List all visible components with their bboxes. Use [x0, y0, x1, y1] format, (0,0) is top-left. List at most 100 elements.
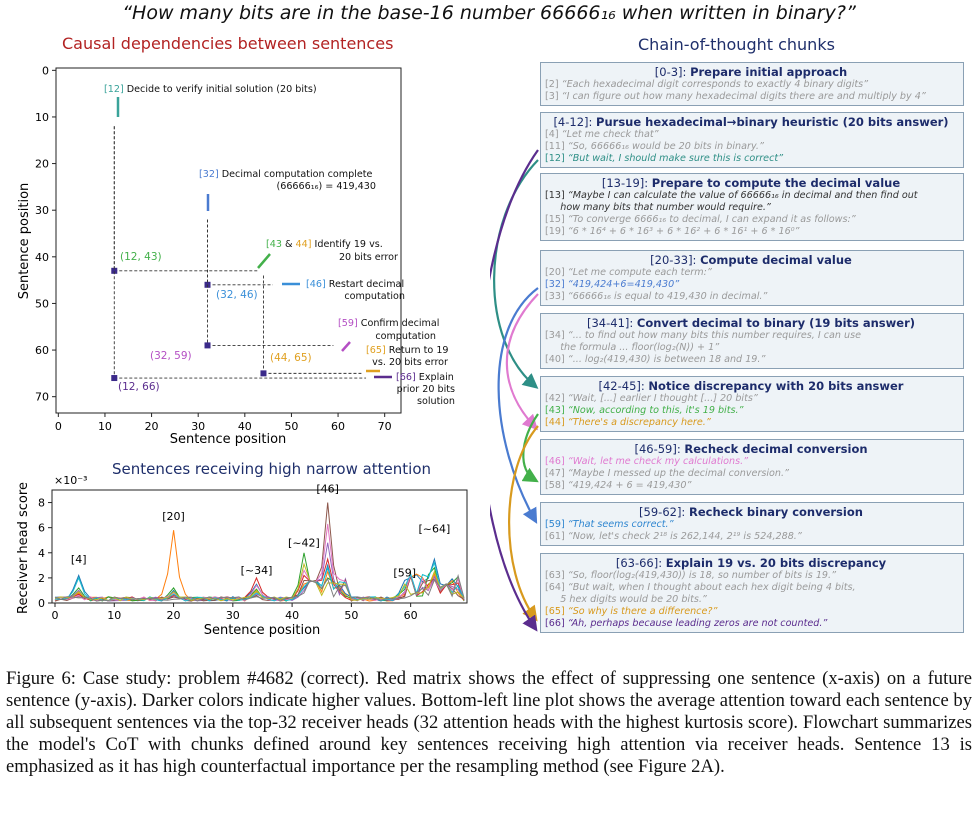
cot-chunk-title: Notice discrepancy with 20 bits answer — [648, 379, 904, 393]
arrow-43 — [257, 253, 271, 269]
attention-xlabel: Sentence position — [204, 623, 321, 638]
matrix-frame — [55, 67, 402, 414]
matrix-pair-label: (12, 66) — [118, 381, 160, 393]
matrix-pair-label: (12, 43) — [120, 251, 162, 263]
attention-xtick-label: 30 — [226, 609, 240, 622]
matrix-annotation-text: (66666₁₆) = 419,430 — [276, 181, 376, 192]
cot-chunk-title: Convert decimal to binary (19 bits answe… — [636, 316, 916, 330]
cot-chunk-range: [42-45]: — [598, 379, 649, 393]
matrix-pair-label: (32, 59) — [150, 350, 192, 362]
cot-chunk-header: [46-59]: Recheck decimal conversion — [545, 442, 957, 456]
attention-lines — [54, 502, 465, 602]
cot-chunk-range: [59-62]: — [639, 505, 689, 519]
cot-sentence: [20] “Let me compute each term:” — [545, 267, 712, 278]
matrix-ytick-label: 50 — [35, 297, 49, 310]
cot-sentence: [40] “... log₂(419,430) is between 18 an… — [545, 354, 766, 365]
attention-peak-labels: [4] [20] [~34] [~42] [46] [59] [~64] — [71, 483, 450, 580]
matrix-annotation-text: [46] Restart decimal — [306, 279, 404, 290]
cot-chunk-title: Prepare to compute the decimal value — [651, 176, 901, 190]
matrix-highlight-cell — [111, 375, 118, 382]
question-title: “How many bits are in the base-16 number… — [122, 2, 856, 24]
cot-sentence: the formula ... floor(log₂(N)) + 1” — [560, 342, 720, 353]
cot-flow-arrow — [521, 413, 539, 483]
cot-chunk: [34-41]: Convert decimal to binary (19 b… — [540, 313, 964, 369]
matrix-pair-label: (44, 65) — [270, 352, 312, 364]
dependency-matrix-chart: 0 10 20 30 40 50 60 70 0 10 20 30 40 50 60 70 Sentence … — [17, 64, 455, 447]
cot-flow-arrow — [490, 149, 539, 632]
cot-flow-arrow — [505, 293, 539, 431]
cot-chunk-title: Recheck binary conversion — [688, 505, 863, 519]
attention-xtick-label: 40 — [285, 609, 299, 622]
matrix-annotation-text: computation — [344, 291, 405, 302]
matrix-highlight-cell — [111, 267, 118, 274]
matrix-ytick-label: 40 — [35, 251, 49, 264]
cot-chunk-range: [0-3]: — [654, 65, 691, 79]
cot-sentence: [43] “Now, according to this, it's 19 bi… — [545, 405, 744, 416]
cot-sentence: [13] “Maybe I can calculate the value of… — [545, 190, 918, 201]
matrix-ytick-label: 20 — [35, 158, 49, 171]
cot-sentence: [12] “But wait, I should make sure this … — [545, 153, 784, 164]
matrix-annotation-text: prior 20 bits — [397, 384, 455, 395]
cot-sentence: [65] “So why is there a difference?” — [545, 606, 718, 617]
attention-multiplier: ×10⁻³ — [54, 474, 87, 487]
matrix-xtick-label: 60 — [331, 420, 345, 433]
matrix-xtick-label: 0 — [55, 420, 62, 433]
cot-chunk: [59-62]: Recheck binary conversion [59] “… — [540, 502, 964, 546]
cot-sentence: [64] “But wait, when I thought about eac… — [545, 582, 856, 593]
matrix-annotation-text: solution — [417, 396, 455, 407]
matrix-annotation-text: vs. 20 bits error — [372, 357, 448, 368]
attention-ytick-label: 8 — [38, 497, 45, 510]
cot-sentence: how many bits that number would require.… — [560, 202, 771, 213]
attention-peak-label: [4] — [71, 553, 87, 566]
cot-sentence: [59] “That seems correct.” — [545, 519, 674, 530]
cot-chunk-header: [59-62]: Recheck binary conversion — [545, 505, 957, 519]
cot-chunk-range: [20-33]: — [650, 253, 701, 267]
attention-xtick-label: 20 — [167, 609, 181, 622]
matrix-ytick-label: 10 — [35, 111, 49, 124]
attention-xtick-label: 50 — [344, 609, 358, 622]
cot-panel-title: Chain-of-thought chunks — [638, 35, 835, 54]
cot-arrows — [490, 149, 539, 632]
cot-chunk: [63-66]: Explain 19 vs. 20 bits discrepa… — [540, 553, 964, 633]
cot-sentence: [66] “Ah, perhaps because leading zeros … — [545, 618, 828, 629]
matrix-annotation-text: [32] Decimal computation complete — [199, 169, 373, 180]
cot-sentence: [34] “... to find out how many bits this… — [545, 330, 862, 341]
attention-peak-label: [~34] — [241, 564, 273, 577]
attention-ytick-label: 4 — [38, 547, 45, 560]
arrow-59 — [341, 341, 351, 352]
matrix-xtick-label: 20 — [145, 420, 159, 433]
cot-sentence: [3] “I can figure out how many hexadecim… — [545, 91, 926, 102]
attention-ytick-label: 2 — [38, 572, 45, 585]
matrix-xtick-label: 50 — [284, 420, 298, 433]
matrix-annotations: [12] Decide to verify initial solution (… — [104, 84, 455, 407]
matrix-highlight-cell — [204, 342, 211, 349]
attention-panel-title: Sentences receiving high narrow attentio… — [112, 460, 432, 478]
matrix-xtick-label: 30 — [191, 420, 205, 433]
cot-flow-arrow — [497, 287, 539, 524]
matrix-xtick-label: 70 — [378, 420, 392, 433]
cot-sentence: [47] “Maybe I messed up the decimal conv… — [545, 468, 790, 479]
matrix-annotation-text: computation — [375, 331, 436, 342]
cot-chunk-title: Recheck decimal conversion — [684, 442, 868, 456]
cot-chunk: [4-12]: Pursue hexadecimal→binary heuris… — [540, 112, 964, 168]
matrix-dashed-guides — [111, 126, 367, 382]
cot-chunk-range: [13-19]: — [601, 176, 652, 190]
cot-chunk-title: Compute decimal value — [700, 253, 852, 267]
cot-chunk: [46-59]: Recheck decimal conversion [46] … — [540, 439, 964, 495]
matrix-annotation-text: [59] Confirm decimal — [338, 318, 439, 329]
cot-chunk: [42-45]: Notice discrepancy with 20 bits… — [540, 376, 964, 432]
matrix-annotation-text: [12] Decide to verify initial solution (… — [104, 84, 317, 95]
receiver-attention-chart: ×10⁻³ 0 10 20 30 40 50 60 0 2 4 6 8 [4] [20] [~34] [~4… — [16, 474, 468, 638]
attention-peak-label: [~64] — [418, 523, 450, 536]
matrix-panel-title: Causal dependencies between sentences — [62, 34, 394, 53]
attention-xtick-label: 0 — [52, 609, 59, 622]
cot-chunk-range: [4-12]: — [553, 115, 597, 129]
attention-ytick-label: 6 — [38, 522, 45, 535]
attention-peak-label: [59] — [393, 567, 416, 580]
cot-chunk-header: [13-19]: Prepare to compute the decimal … — [545, 176, 957, 190]
cot-sentence: [42] “Wait, [...] earlier I thought [...… — [545, 393, 758, 404]
cot-sentence: [33] “66666₁₆ is equal to 419,430 in dec… — [545, 291, 768, 302]
cot-chunk-header: [34-41]: Convert decimal to binary (19 b… — [545, 316, 957, 330]
cot-chunk-header: [63-66]: Explain 19 vs. 20 bits discrepa… — [545, 556, 957, 570]
cot-sentence: [58] “419,424 + 6 = 419,430” — [545, 480, 692, 491]
